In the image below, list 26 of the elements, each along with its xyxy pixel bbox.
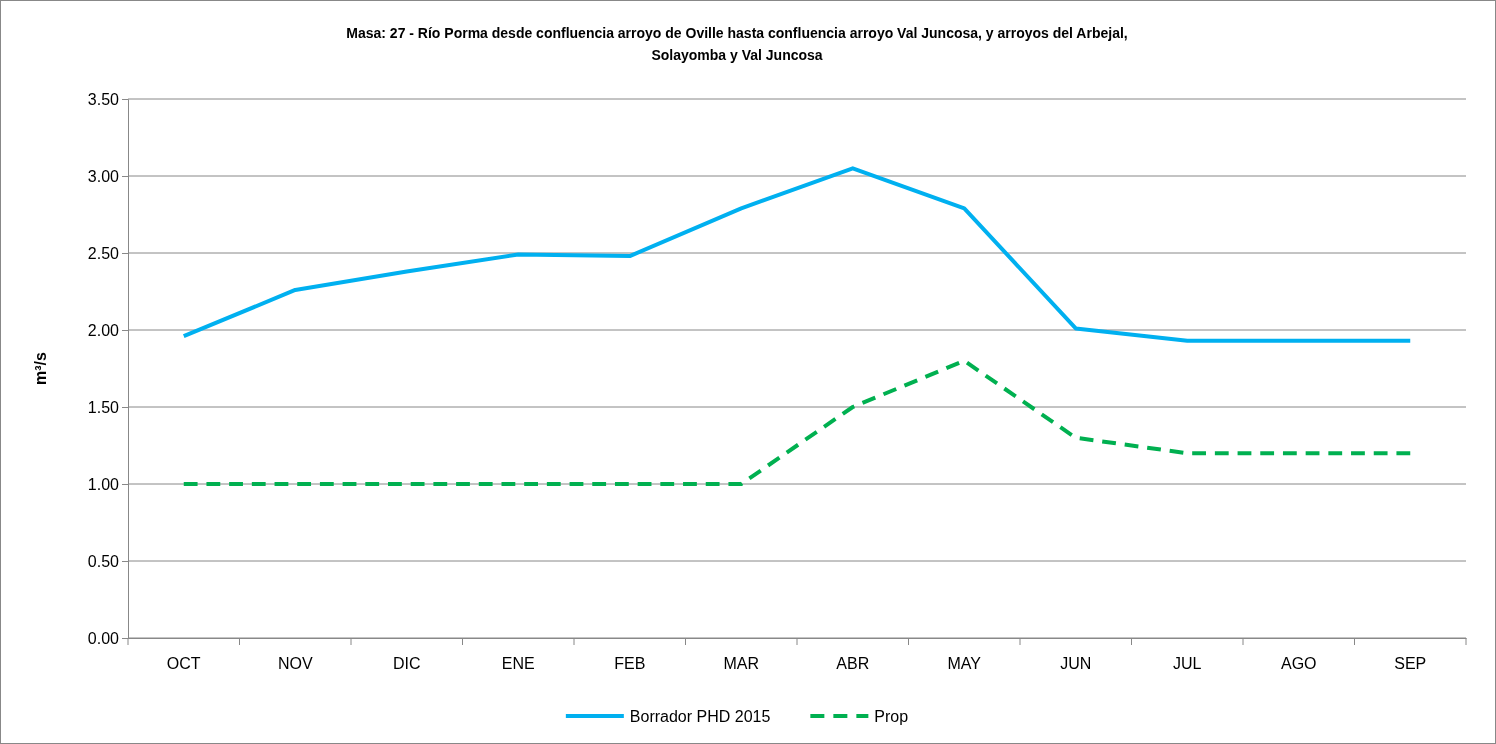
line-series (181, 358, 1413, 486)
line-series (181, 166, 1413, 343)
x-tick-label: JUN (1060, 655, 1092, 673)
x-tick-label: OCT (166, 655, 201, 673)
legend-label: Borrador PHD 2015 (629, 708, 771, 725)
chart-title: Masa: 27 - Río Porma desde confluencia arroyo de Oville hasta confluencia arroyo Val Juncosa, y arroyos del Arbejal, Solayomba y Val Juncosa (346, 25, 1128, 63)
y-tick-label: 1.50 (87, 398, 120, 416)
y-tick-label: 3.00 (87, 167, 120, 185)
x-tick-label: MAR (723, 655, 760, 673)
x-tick-label: MAY (947, 655, 982, 673)
y-tick-label: 2.50 (87, 244, 120, 262)
y-tick-label: 0.00 (87, 629, 120, 647)
x-tick-label: NOV (277, 655, 313, 673)
x-tick-label: JUL (1173, 655, 1202, 673)
x-tick-label: AGO (1280, 655, 1317, 673)
x-tick-label: DIC (392, 655, 421, 673)
x-tick-label: ABR (836, 655, 870, 673)
y-tick-label: 3.50 (87, 90, 120, 108)
y-tick-label: 2.00 (87, 321, 120, 339)
x-tick-label: SEP (1394, 655, 1427, 673)
legend-label: Prop (874, 708, 909, 725)
y-tick-label: 0.50 (87, 552, 120, 570)
x-tick-label: FEB (614, 655, 646, 673)
y-axis-title: m³/s (32, 351, 49, 385)
x-tick-label: ENE (501, 655, 535, 673)
y-tick-label: 1.00 (87, 475, 120, 493)
